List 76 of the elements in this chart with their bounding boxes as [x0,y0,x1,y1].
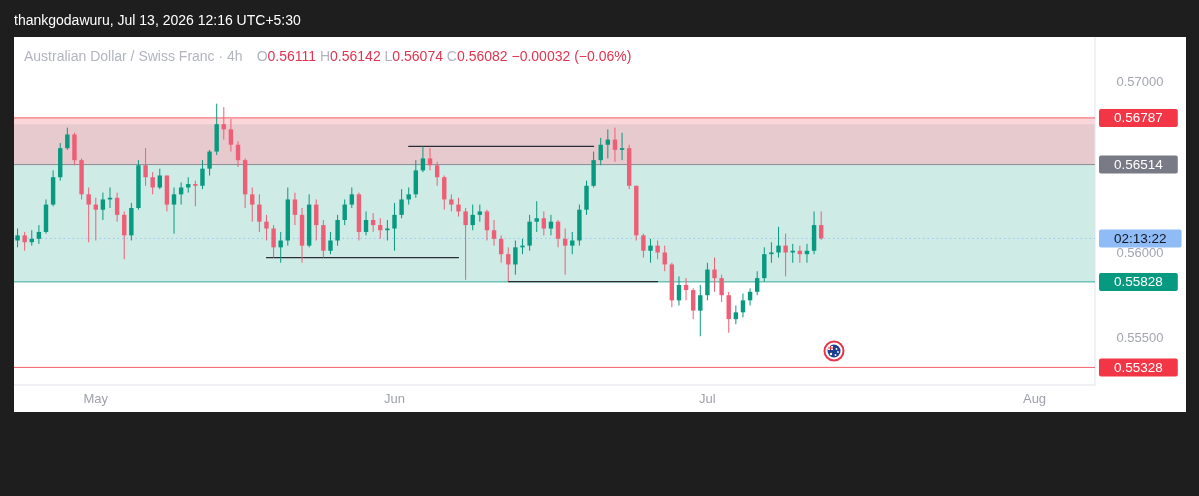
candlestick [690,287,696,320]
x-tick-label: Jul [699,390,716,406]
candlestick [399,188,404,219]
candlestick [143,147,148,187]
candlestick [548,214,554,236]
candlestick [36,224,42,245]
candlestick [619,132,625,161]
candlestick [527,214,532,252]
ref-line-label: 0.56514 [1113,157,1164,173]
candlestick [641,233,646,259]
candlestick [328,231,333,255]
candlestick [570,231,575,255]
ref-line-label: 0.56787 [1113,110,1163,126]
candlestick [150,171,155,195]
x-tick-label: May [83,390,109,406]
candlestick [456,197,461,218]
candlestick [541,210,547,236]
candlestick [662,245,667,272]
candlestick [776,226,781,259]
ref-line-label: 0.55328 [1113,359,1163,375]
candlestick [86,186,91,243]
candlestick [434,161,440,187]
candlestick [442,175,447,211]
candlestick [363,210,369,236]
candlestick [257,193,262,233]
candlestick [484,209,490,241]
x-tick-label: Aug [1022,390,1047,406]
y-tick-label: 0.55500 [1116,330,1164,346]
candlestick [264,214,269,241]
y-tick-label: 0.57000 [1116,73,1164,89]
candlestick [335,214,340,247]
candlestick [427,147,433,171]
candlestick [420,145,426,173]
candlestick [698,284,703,337]
candlestick [228,118,234,153]
candlestick [413,159,419,199]
candlestick [719,274,724,303]
candlestick [22,231,27,252]
candlestick [534,200,539,233]
candlestick [65,127,70,151]
candlestick [655,240,660,260]
candlestick [733,304,739,325]
x-tick-label: Jun [384,390,405,406]
candlestick [178,181,184,206]
candlestick [712,257,717,293]
candlestick [392,202,397,252]
candlestick [171,186,177,235]
y-tick-label: 0.56000 [1116,244,1164,260]
text: Australian Dollar / Swiss Franc · 4h [24,48,243,64]
candlestick [726,291,731,334]
candlestick [250,186,255,223]
candlestick [349,186,355,209]
text: 02:13:22 [1113,230,1167,246]
candlestick [783,233,788,277]
ref-line-label: 0.55828 [1113,274,1163,290]
candlestick [740,293,746,318]
candlestick [193,180,198,207]
candlestick [114,192,120,223]
candlestick [15,228,20,248]
candlestick [555,219,561,248]
candlestick [491,219,497,247]
candlestick [513,240,518,276]
text: O0.56111 H0.56142 L0.56074 C0.56082 −0.00032 (−0.06%) [256,48,632,64]
text: thankgodawuru, Jul 13, 2026 12:16 UTC+5:30 [14,12,302,28]
candlestick [271,224,276,259]
candlestick [292,192,298,226]
candlestick [562,228,568,276]
candlestick [584,180,589,216]
candlestick [463,207,468,281]
candlestick [648,238,653,264]
candlestick [207,149,212,177]
candlestick [342,198,347,226]
candlestick [278,231,283,264]
candlestick [769,241,774,264]
candlestick [100,192,106,221]
candlestick [200,159,205,190]
